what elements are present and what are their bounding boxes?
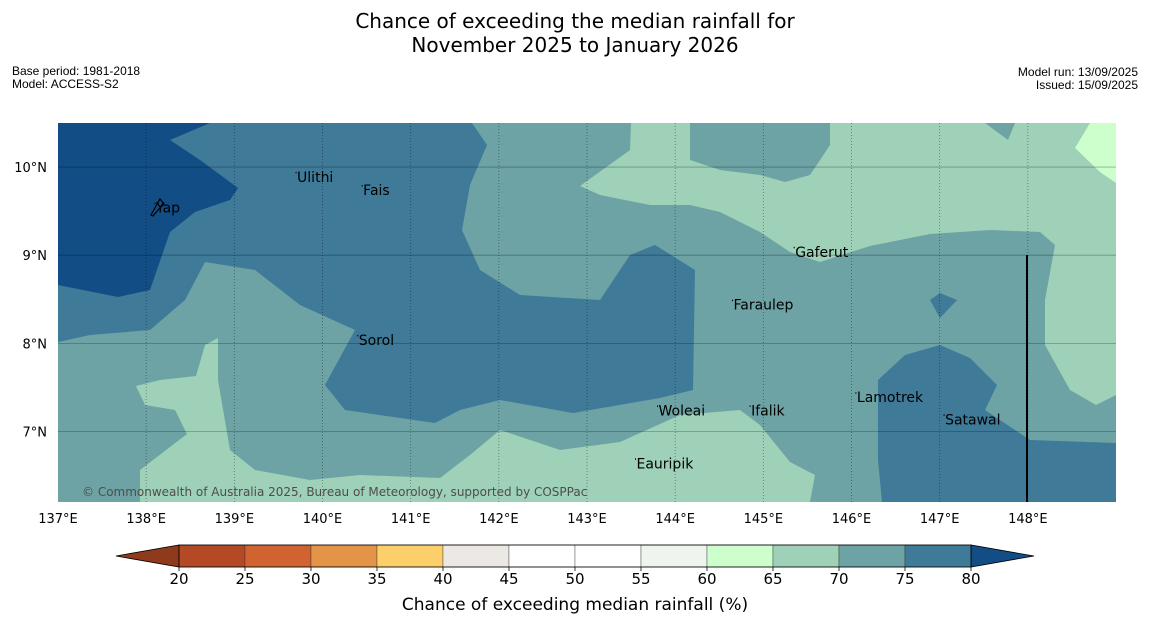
colorbar-tick-label: 55: [631, 570, 650, 588]
colorbar-tick-label: 80: [961, 570, 980, 588]
longitude-tick-label: 146°E: [832, 512, 872, 527]
colorbar-tick-label: 70: [829, 570, 848, 588]
place-marker: [855, 392, 857, 394]
place-label-lamotrek: Lamotrek: [857, 390, 924, 406]
longitude-tick-label: 142°E: [479, 512, 519, 527]
latitude-tick-label: 7°N: [23, 425, 48, 440]
place-label-ifalik: Ifalik: [751, 403, 785, 419]
zone-75-80-southeast: [878, 345, 1116, 502]
model-name: Model: ACCESS-S2: [12, 77, 119, 91]
colorbar-tick-label: 60: [697, 570, 716, 588]
title-line-2: November 2025 to January 2026: [411, 33, 739, 57]
colorbar-tick-label: 30: [301, 570, 320, 588]
base-period: Base period: 1981-2018: [12, 64, 141, 78]
place-label-yap: Yap: [155, 201, 180, 217]
longitude-tick-label: 143°E: [567, 512, 607, 527]
colorbar-segment: [376, 544, 444, 568]
colorbar-tick-label: 20: [169, 570, 188, 588]
colorbar-segment: [640, 544, 708, 568]
colorbar-tick-label: 25: [235, 570, 254, 588]
zone-80-plus-northwest: [58, 123, 238, 297]
colorbar-tick-label: 65: [763, 570, 782, 588]
place-label-ulithi: Ulithi: [297, 170, 333, 186]
place-labels: Yap Ulithi Fais Gaferut Faraulep Sorol Lamotre…: [154, 170, 1001, 472]
meta-right: Model run: 13/09/2025 Issued: 15/09/2025: [1018, 66, 1138, 92]
colorbar-segment: [574, 544, 642, 568]
colorbar-segment: [838, 544, 906, 568]
latitude-tick-label: 8°N: [23, 337, 48, 352]
longitude-tick-label: 141°E: [391, 512, 431, 527]
zone-65-70-east-edge: [1110, 282, 1116, 315]
longitude-tick-label: 138°E: [126, 512, 166, 527]
zone-70-75-ne-corner: [985, 123, 1015, 140]
zone-65-70-southwest: [136, 338, 815, 502]
colorbar-segment: [178, 544, 246, 568]
place-marker: [357, 334, 359, 337]
place-marker: [154, 202, 156, 205]
longitude-tick-label: 139°E: [215, 512, 255, 527]
colorbar-segment: [508, 544, 576, 568]
place-label-eauripik: Eauripik: [636, 456, 694, 472]
longitude-tick-label: 148°E: [1008, 512, 1048, 527]
zone-75-80-small-patch: [930, 293, 957, 318]
place-marker: [749, 405, 751, 407]
colorbar-title: Chance of exceeding median rainfall (%): [402, 595, 748, 615]
colorbar-tick-label: 35: [367, 570, 386, 588]
place-marker: [943, 414, 945, 416]
colorbar-segment: [904, 544, 972, 568]
place-marker: [793, 246, 795, 249]
zone-65-70-northeast: [580, 123, 1116, 405]
place-marker: [731, 299, 733, 302]
colorbar-tick-label: 45: [499, 570, 518, 588]
map-title: Chance of exceeding the median rainfall …: [0, 9, 1150, 57]
longitude-tick-label: 144°E: [655, 512, 695, 527]
place-marker: [295, 171, 297, 174]
rainfall-probability-field: Yap Ulithi Fais Gaferut Faraulep Sorol Lamotre…: [58, 123, 1116, 502]
longitude-tick-label: 140°E: [303, 512, 343, 527]
colorbar: 20 25 30 35 40 45 50 55 60 65 70 75 80: [115, 544, 1035, 588]
colorbar-tick-label: 75: [895, 570, 914, 588]
meta-left: Base period: 1981-2018 Model: ACCESS-S2: [12, 65, 140, 91]
place-label-faraulep: Faraulep: [733, 298, 793, 314]
yap-island-shape: [150, 197, 165, 217]
latitude-tick-label: 10°N: [14, 161, 47, 176]
latitude-tick-label: 9°N: [23, 249, 48, 264]
model-run: Model run: 13/09/2025: [1017, 65, 1138, 79]
colorbar-tick-label: 50: [565, 570, 584, 588]
copyright-notice: © Commonwealth of Australia 2025, Bureau…: [82, 485, 587, 499]
zone-60-65-ne: [1075, 123, 1116, 183]
colorbar-segment: [442, 544, 510, 568]
colorbar-over-arrow: [970, 544, 1035, 568]
place-label-gaferut: Gaferut: [795, 245, 849, 261]
place-label-sorol: Sorol: [359, 333, 394, 349]
place-label-fais: Fais: [363, 183, 390, 199]
colorbar-segment: [310, 544, 378, 568]
issued-date: Issued: 15/09/2025: [1035, 78, 1138, 92]
colorbar-segment: [706, 544, 774, 568]
longitude-tick-labels: 137°E 138°E 139°E 140°E 141°E 142°E 143°E 144°E…: [38, 512, 1047, 527]
latitude-tick-labels: 10°N 9°N 8°N 7°N: [14, 161, 47, 440]
longitude-tick-label: 147°E: [920, 512, 960, 527]
place-marker: [634, 458, 636, 460]
longitude-tick-label: 137°E: [38, 512, 78, 527]
place-marker: [657, 405, 659, 407]
place-label-woleai: Woleai: [659, 403, 706, 419]
place-marker: [361, 185, 363, 187]
colorbar-segment: [244, 544, 312, 568]
title-line-1: Chance of exceeding the median rainfall …: [355, 9, 795, 33]
colorbar-tick-label: 40: [433, 570, 452, 588]
colorbar-under-arrow: [115, 544, 180, 568]
colorbar-segment: [772, 544, 840, 568]
place-label-satawal: Satawal: [945, 412, 1000, 428]
longitude-tick-label: 145°E: [744, 512, 784, 527]
zone-70-75-north-patch: [690, 123, 830, 182]
